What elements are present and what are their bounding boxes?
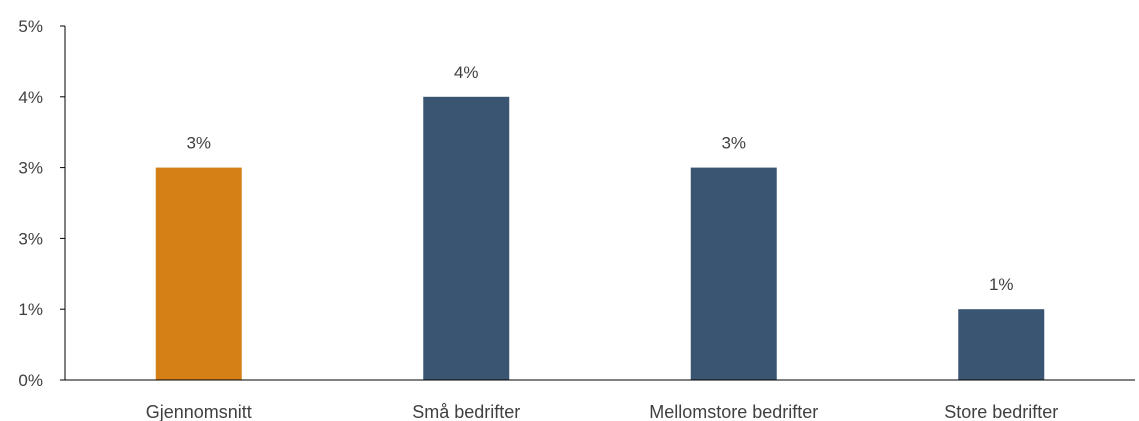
bar: [155, 167, 242, 380]
x-axis: Gjennomsnitt Små bedrifter Mellomstore bed…: [65, 379, 1135, 421]
y-tick-label: 3%: [18, 229, 43, 248]
data-label: 3%: [721, 134, 746, 153]
y-tick-label: 4%: [18, 88, 43, 107]
x-category-label: Mellomstore bedrifter: [649, 402, 818, 421]
data-labels: 3% 4% 3% 1%: [186, 63, 1013, 294]
x-category-label: Store bedrifter: [944, 402, 1058, 421]
x-category-label: Gjennomsnitt: [146, 402, 252, 421]
data-label: 3%: [186, 134, 211, 153]
y-axis: 0% 1% 3% 3% 4% 5%: [18, 17, 66, 390]
y-tick-label: 5%: [18, 17, 43, 36]
bar: [958, 309, 1045, 380]
x-category-label: Små bedrifter: [412, 402, 520, 421]
bar: [690, 167, 777, 380]
y-tick-label: 0%: [18, 371, 43, 390]
data-label: 4%: [454, 63, 479, 82]
data-label: 1%: [989, 275, 1014, 294]
y-tick-label: 3%: [18, 159, 43, 178]
y-tick-label: 1%: [18, 300, 43, 319]
bar: [423, 96, 510, 381]
bars: [155, 96, 1045, 381]
